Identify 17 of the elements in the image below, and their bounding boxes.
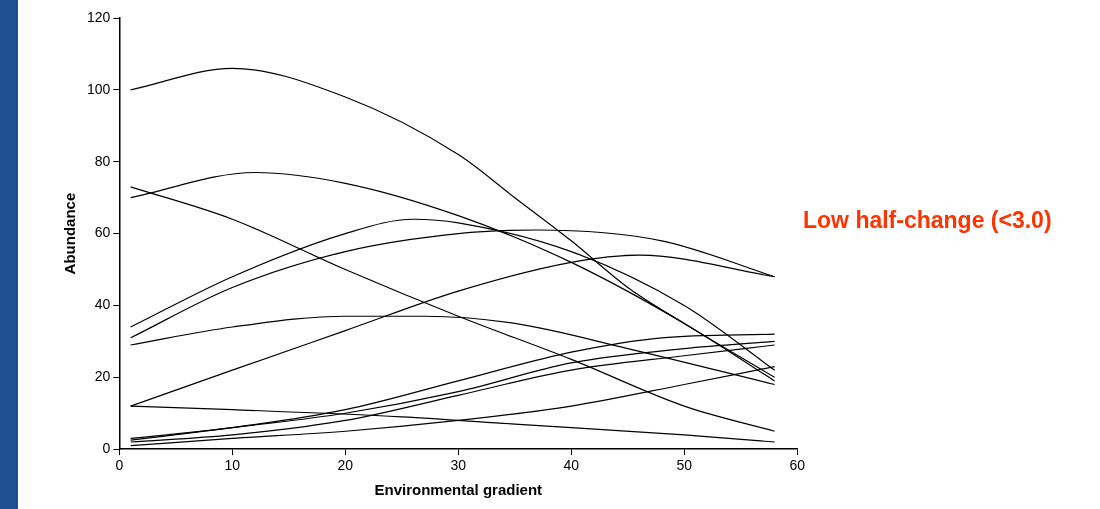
x-tick-label: 50	[676, 457, 693, 474]
text: Low half-change (<3.0)	[803, 206, 1053, 235]
x-tick-label: 60	[789, 457, 806, 474]
y-axis-title: Abundance	[61, 192, 79, 275]
x-tick-label: 30	[450, 457, 467, 474]
x-tick-label: 0	[115, 457, 124, 474]
y-tick-label: 100	[87, 80, 111, 97]
x-tick-label: 10	[224, 457, 241, 474]
x-tick-label: 40	[563, 457, 580, 474]
y-tick-label: 40	[94, 296, 111, 313]
y-tick-label: 80	[94, 152, 111, 169]
y-tick-label: 0	[102, 440, 111, 457]
y-tick-label: 120	[87, 8, 111, 25]
x-axis-title: Environmental gradient	[374, 481, 543, 499]
y-tick-label: 60	[94, 224, 111, 241]
x-tick-label: 20	[337, 457, 354, 474]
y-tick-label: 20	[94, 368, 111, 385]
